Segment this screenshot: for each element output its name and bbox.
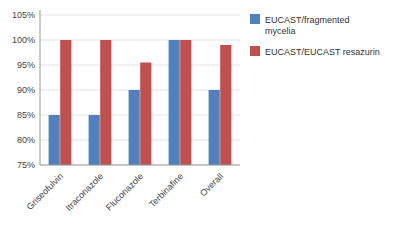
grid-line — [40, 165, 240, 166]
legend-label-line: EUCAST/EUCAST resazurin — [265, 47, 380, 57]
chart: 75% 80% 85% 90% 95% 100% 105% GriseofulvinItrac… — [0, 0, 400, 231]
y-tick-label: 85% — [17, 110, 35, 120]
bars — [49, 40, 232, 165]
y-tick-label: 95% — [17, 60, 35, 70]
bar — [169, 40, 180, 165]
bar — [49, 115, 60, 165]
grid-line — [40, 15, 240, 16]
bar — [220, 45, 231, 165]
legend-label: EUCAST/fragmentedmycelia — [265, 15, 350, 36]
y-axis-line — [40, 10, 41, 165]
legend-label-line: EUCAST/fragmented — [265, 15, 350, 25]
x-tick-label: Terbinafine — [147, 171, 185, 209]
x-tick-label: Griseofulvin — [25, 171, 66, 212]
bar — [140, 63, 151, 166]
bar — [129, 90, 140, 165]
x-tick-label: Overall — [198, 171, 225, 198]
legend: EUCAST/fragmentedmycelia EUCAST/EUCAST re… — [250, 14, 380, 57]
legend-label: EUCAST/EUCAST resazurin — [265, 47, 380, 57]
bar — [100, 40, 111, 165]
y-tick-label: 75% — [17, 160, 35, 170]
y-tick-label: 100% — [12, 35, 35, 45]
legend-swatch — [250, 46, 260, 56]
x-tick-label: Fluconazole — [104, 171, 145, 212]
x-axis-line — [40, 165, 240, 166]
y-tick-label: 90% — [17, 85, 35, 95]
x-tick-label: Itraconazole — [63, 171, 105, 213]
legend-label-line: mycelia — [265, 26, 296, 36]
legend-swatch — [250, 14, 260, 24]
chart-container: 75% 80% 85% 90% 95% 100% 105% GriseofulvinItrac… — [0, 0, 400, 231]
y-tick-label: 105% — [12, 10, 35, 20]
bar — [180, 40, 191, 165]
bar — [209, 90, 220, 165]
bar — [60, 40, 71, 165]
bar — [89, 115, 100, 165]
y-tick-label: 80% — [17, 135, 35, 145]
grid — [40, 15, 240, 165]
